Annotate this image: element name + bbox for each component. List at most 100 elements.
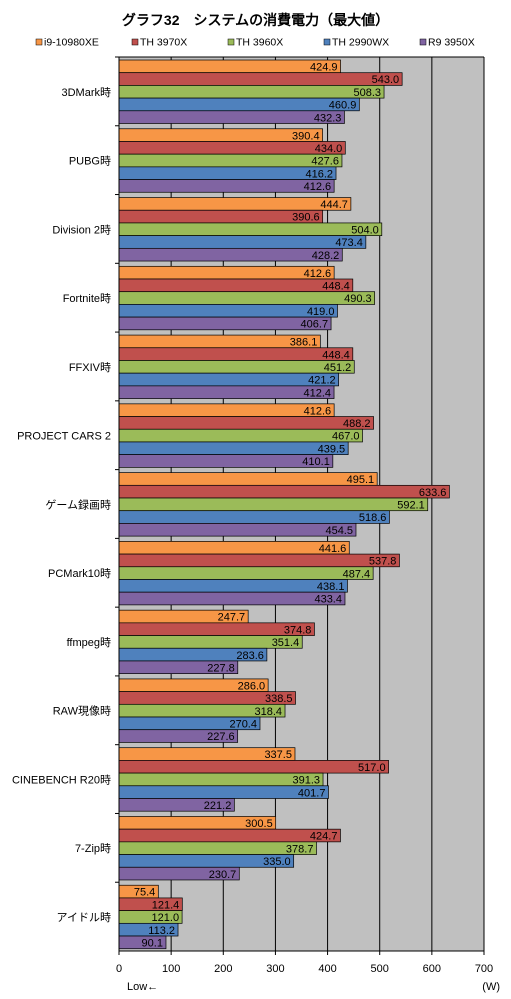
bar [118,197,352,211]
data-label: 444.7 [320,199,348,211]
data-label: 438.1 [317,581,345,593]
data-label: 318.4 [254,706,282,718]
data-label: 473.4 [335,237,363,249]
bar [118,265,335,280]
data-label: 406.7 [301,319,329,331]
x-tick-label: 500 [371,963,389,975]
data-label: 454.5 [325,525,353,537]
data-label: 286.0 [238,680,266,692]
data-label: 416.2 [305,168,333,180]
data-label: 386.1 [290,337,318,349]
bar [118,510,390,524]
bar [118,97,360,112]
bar [118,304,338,318]
bar [118,347,354,361]
bar [118,235,367,249]
bar [118,472,378,486]
bar [118,278,354,293]
data-label: 230.7 [209,869,237,881]
bar [118,760,389,774]
legend-label: R9 3950X [428,37,475,49]
data-label: 121.0 [152,912,180,924]
legend-label: i9-10980XE [44,37,99,49]
bar [118,153,343,168]
data-label: 113.2 [148,925,175,937]
bar [118,579,348,593]
data-label: 592.1 [397,500,425,512]
category-label: CINEBENCH R20時 [12,773,111,786]
bar [118,141,346,155]
data-label: 227.8 [207,662,235,674]
bar [118,59,341,74]
data-label: 451.2 [324,362,352,374]
bar [118,372,339,387]
legend-swatch [227,38,235,46]
data-label: 508.3 [354,87,382,99]
data-label: 517.0 [358,762,386,774]
data-label: 421.2 [308,375,336,387]
category-label: Fortnite時 [63,292,111,305]
data-label: 270.4 [229,719,257,731]
data-label: 337.5 [264,749,292,761]
x-tick-label: 100 [162,963,180,975]
data-label: 390.6 [292,212,320,224]
data-label: 121.4 [152,899,180,911]
data-label: 401.7 [298,787,326,799]
legend-label: TH 3960X [236,37,283,49]
data-label: 90.1 [142,938,163,950]
data-label: 419.0 [307,306,335,318]
bar [118,497,429,512]
data-label: 424.7 [310,831,338,843]
category-label: FFXIV時 [69,361,111,374]
category-label: 7-Zip時 [75,842,111,855]
category-label: Division 2時 [52,223,111,236]
legend-label: TH 3970X [140,37,187,49]
bar [118,166,337,180]
data-label: 518.6 [359,512,387,524]
legend-swatch [35,38,43,46]
bar [118,316,332,331]
bar [118,428,363,443]
data-label: 433.4 [314,594,342,606]
bar [118,110,345,124]
data-label: 378.7 [286,843,314,855]
bar [118,179,335,193]
chart-title: グラフ32 システムの消費電力（最大値） [122,12,389,28]
bar [118,484,450,499]
direction-label: Low← [127,981,158,993]
data-label: 432.3 [314,112,342,124]
category-label: 3DMark時 [61,86,111,99]
data-label: 391.3 [293,775,321,787]
data-label: 490.3 [344,293,372,305]
x-tick-label: 700 [475,963,493,975]
bar [118,222,383,236]
x-tick-label: 600 [423,963,441,975]
unit-label: (W) [482,981,500,993]
bar [118,828,341,843]
data-label: 390.4 [292,130,320,142]
bar [118,72,403,86]
category-label: RAW現像時 [53,705,111,718]
data-label: 338.5 [265,693,293,705]
x-tick-label: 0 [116,963,122,975]
data-label: 448.4 [322,281,350,293]
bar [118,416,374,430]
data-label: 227.6 [207,731,235,743]
data-label: 441.6 [319,543,347,555]
category-label: ffmpeg時 [67,636,111,649]
bar [118,441,349,455]
category-label: PCMark10時 [48,567,111,580]
data-label: 75.4 [134,887,155,899]
data-label: 633.6 [419,487,447,499]
legend-swatch [131,38,139,46]
data-label: 221.2 [204,800,232,812]
data-label: 412.6 [304,268,332,280]
data-label: 410.1 [302,456,330,468]
data-label: 351.4 [272,637,300,649]
data-label: 467.0 [332,431,360,443]
bar [118,523,357,537]
bar [118,385,335,399]
data-label: 335.0 [263,856,291,868]
bar [118,553,400,568]
